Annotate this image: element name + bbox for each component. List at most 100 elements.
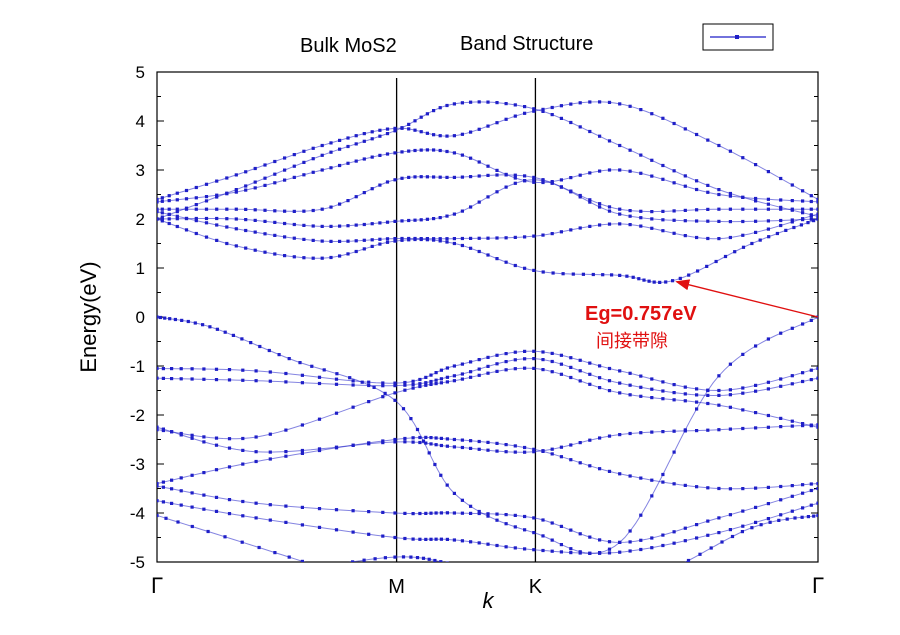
band-point <box>754 219 758 223</box>
x-axis-label: k <box>483 588 495 613</box>
band-point <box>175 214 179 218</box>
band-point <box>317 447 322 451</box>
band-point <box>652 280 656 284</box>
band-point <box>779 377 783 381</box>
band-point <box>766 413 770 418</box>
band-point <box>208 325 212 329</box>
band-point <box>253 230 257 234</box>
band-point <box>370 137 374 141</box>
band-point <box>717 516 721 520</box>
band-point <box>650 226 654 230</box>
band-point <box>486 512 490 516</box>
band-point <box>351 443 355 447</box>
band-point <box>628 104 632 108</box>
band-point <box>816 200 818 204</box>
band-gap-value: Eg=0.757eV <box>585 303 697 325</box>
band-point <box>433 558 437 562</box>
band-point <box>650 112 654 116</box>
band-point <box>504 260 508 264</box>
band-line <box>157 515 818 562</box>
band-point <box>424 537 428 541</box>
band-band-1 <box>348 555 666 575</box>
band-point <box>495 518 499 522</box>
band-point <box>550 538 554 542</box>
band-point <box>292 209 296 213</box>
band-point <box>800 515 804 519</box>
band-point <box>801 207 805 211</box>
band-point <box>223 535 227 539</box>
band-point <box>234 227 238 231</box>
band-point <box>801 424 805 428</box>
band-point <box>628 209 632 213</box>
band-point <box>253 180 257 184</box>
band-point <box>469 370 473 374</box>
band-point <box>204 182 209 186</box>
band-point <box>204 216 209 221</box>
band-point <box>373 557 377 561</box>
band-point <box>241 462 245 466</box>
band-point <box>661 480 665 484</box>
band-point <box>190 524 194 529</box>
band-point <box>672 209 676 213</box>
band-point <box>351 379 355 383</box>
band-point <box>728 207 732 211</box>
band-point <box>495 441 499 445</box>
band-point <box>214 436 219 440</box>
band-point <box>401 555 406 559</box>
band-point <box>550 180 554 184</box>
band-point <box>784 228 788 232</box>
band-point <box>541 233 545 237</box>
band-point <box>179 503 183 507</box>
band-point <box>469 504 473 508</box>
band-point <box>460 132 464 136</box>
band-point <box>268 450 272 454</box>
band-line <box>157 218 818 283</box>
band-point <box>706 236 710 241</box>
band-point <box>569 365 573 369</box>
band-point <box>360 380 364 384</box>
band-point <box>411 537 415 541</box>
band-point <box>618 168 622 172</box>
band-point <box>801 379 805 384</box>
band-point <box>728 235 732 240</box>
band-point <box>194 216 198 221</box>
band-point <box>338 254 342 258</box>
band-point <box>378 221 382 225</box>
band-point <box>504 368 508 372</box>
band-point <box>628 214 632 218</box>
band-point <box>320 239 324 243</box>
band-point <box>234 244 238 248</box>
band-point <box>495 512 499 516</box>
band-point <box>639 385 643 389</box>
band-point <box>469 446 473 450</box>
band-point <box>476 603 479 606</box>
band-point <box>607 389 612 393</box>
band-point <box>733 250 737 254</box>
band-point <box>706 519 710 523</box>
chart-title-left: Bulk MoS2 <box>300 35 397 57</box>
band-point <box>486 173 490 177</box>
band-point <box>314 564 317 567</box>
band-point <box>598 436 602 440</box>
band-point <box>445 483 449 487</box>
band-point <box>372 385 376 389</box>
band-point <box>663 571 666 574</box>
band-band-15 <box>157 148 818 204</box>
band-point <box>559 353 563 357</box>
band-point <box>302 173 306 177</box>
band-point <box>532 109 536 113</box>
band-point <box>661 177 665 181</box>
band-point <box>157 482 159 486</box>
band-point <box>766 227 770 231</box>
band-point <box>728 427 732 431</box>
band-line <box>157 350 818 392</box>
band-point <box>706 183 710 187</box>
band-point <box>559 185 563 189</box>
band-point <box>683 174 687 178</box>
band-point <box>612 572 615 575</box>
band-point <box>434 436 438 440</box>
band-point <box>790 484 794 488</box>
band-point <box>273 220 277 224</box>
band-point <box>650 387 654 391</box>
